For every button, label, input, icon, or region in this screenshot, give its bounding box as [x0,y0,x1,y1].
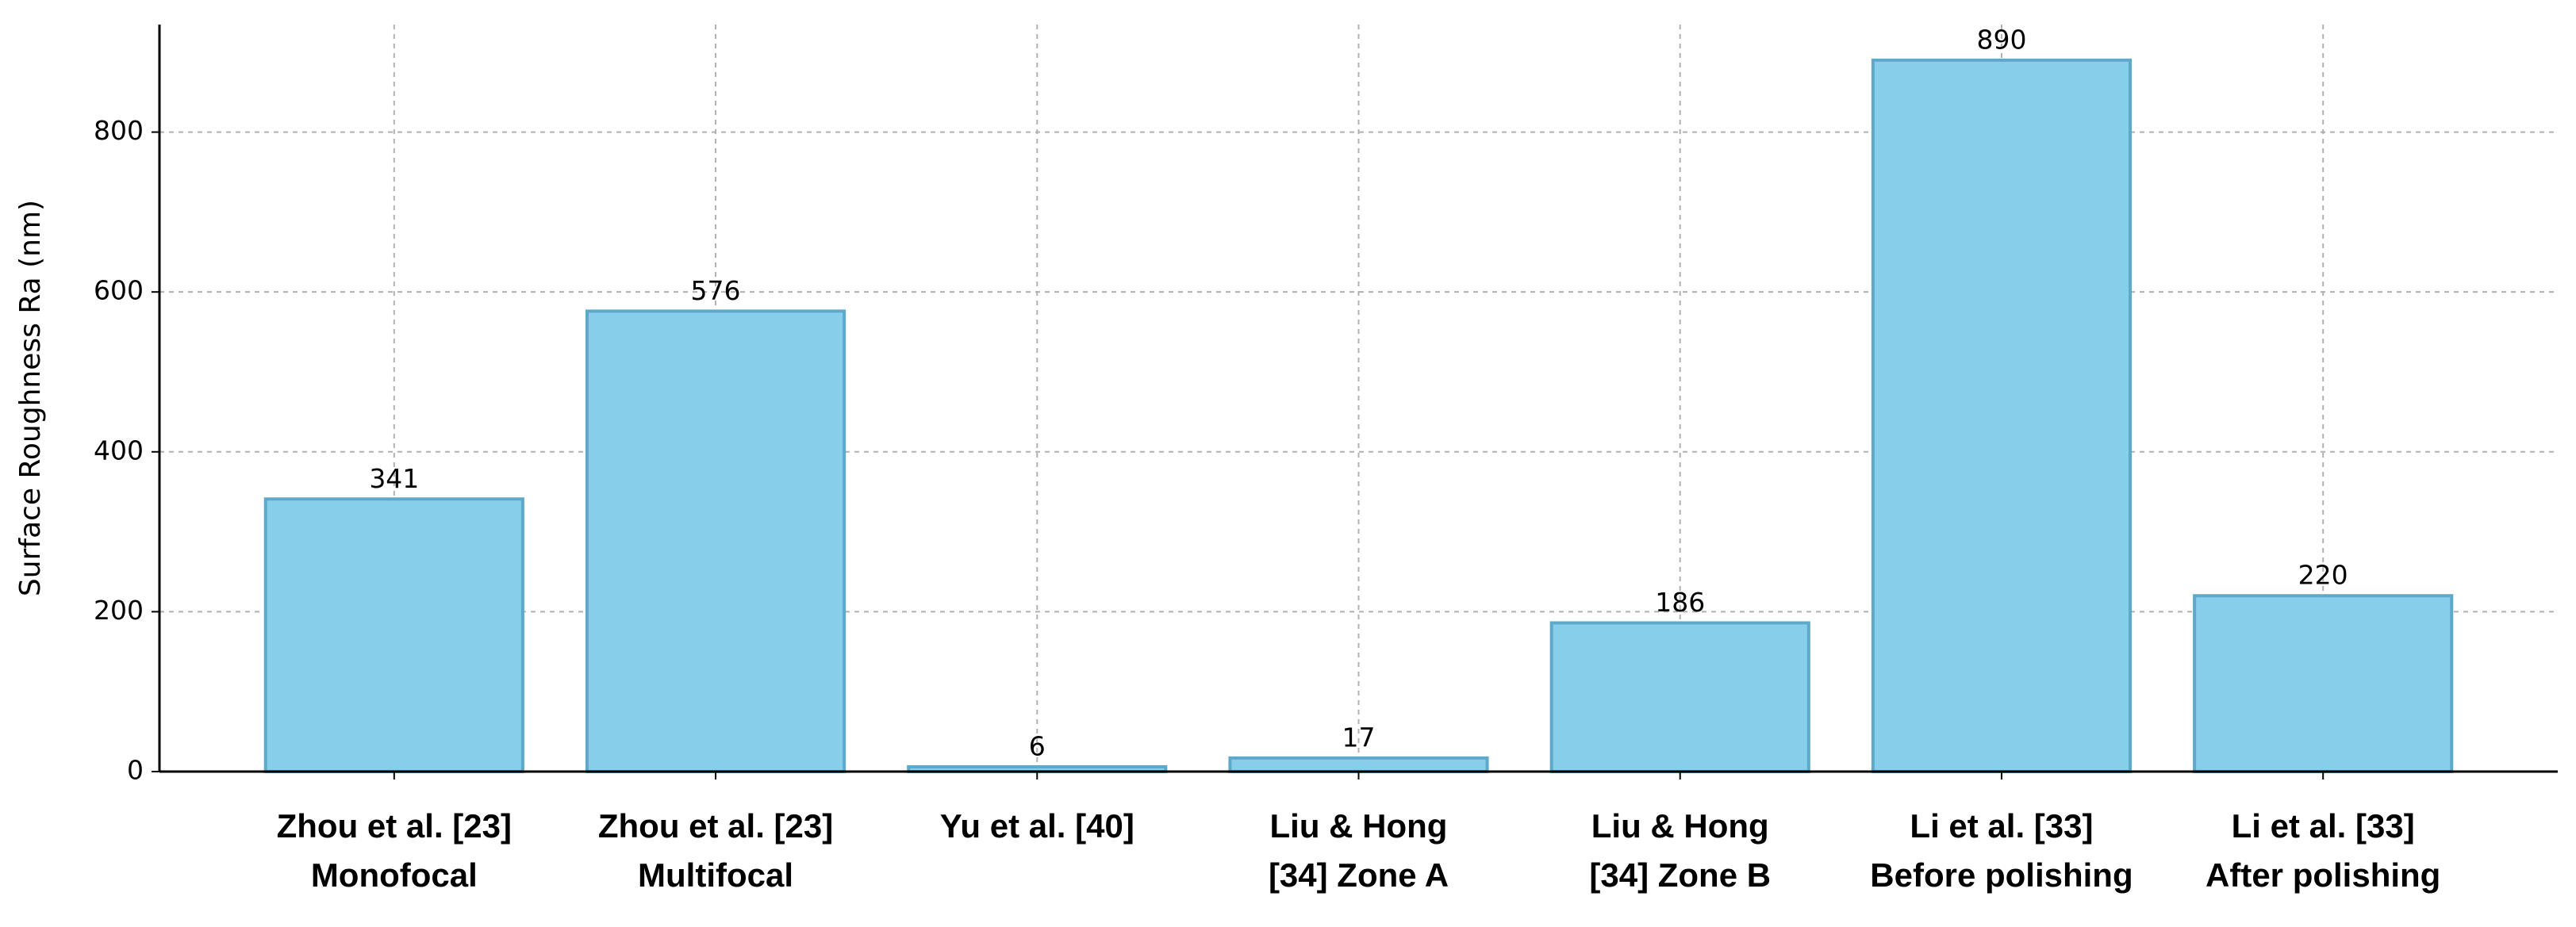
bar [1549,621,1810,773]
value-label: 576 [691,275,741,306]
y-axis-label: Surface Roughness Ra (nm) [14,200,47,596]
x-tick-label: Zhou et al. [23] [277,807,512,845]
value-label: 890 [1976,24,2026,55]
value-label: 17 [1342,722,1376,753]
value-label: 186 [1655,587,1705,618]
x-tick-label: Yu et al. [40] [940,807,1134,845]
y-tick-label: 600 [94,275,144,306]
bar [263,497,524,773]
x-tick-label: After polishing [2206,856,2440,894]
x-tick-label: Multifocal [638,856,793,894]
y-tick-label: 200 [94,595,144,626]
y-tick-label: 800 [94,115,144,146]
y-tick-label: 400 [94,435,144,465]
x-tick-label: Li et al. [33] [2232,807,2415,845]
x-tick-label: Liu & Hong [1270,807,1448,845]
y-tick-label: 0 [127,755,144,786]
bar [1871,58,2133,774]
x-tick-label: Monofocal [311,856,478,894]
x-tick-label: Liu & Hong [1591,807,1769,845]
bar [1228,756,1489,774]
x-tick-label: Zhou et al. [23] [598,807,833,845]
value-label: 341 [369,463,419,494]
bar [2193,594,2454,774]
x-tick-label: [34] Zone B [1589,856,1771,894]
value-label: 220 [2298,560,2348,591]
x-tick-label: [34] Zone A [1269,856,1449,894]
bar [585,309,847,773]
value-label: 6 [1029,730,1046,761]
x-tick-label: Li et al. [33] [1910,807,2093,845]
x-tick-label: Before polishing [1870,856,2133,894]
